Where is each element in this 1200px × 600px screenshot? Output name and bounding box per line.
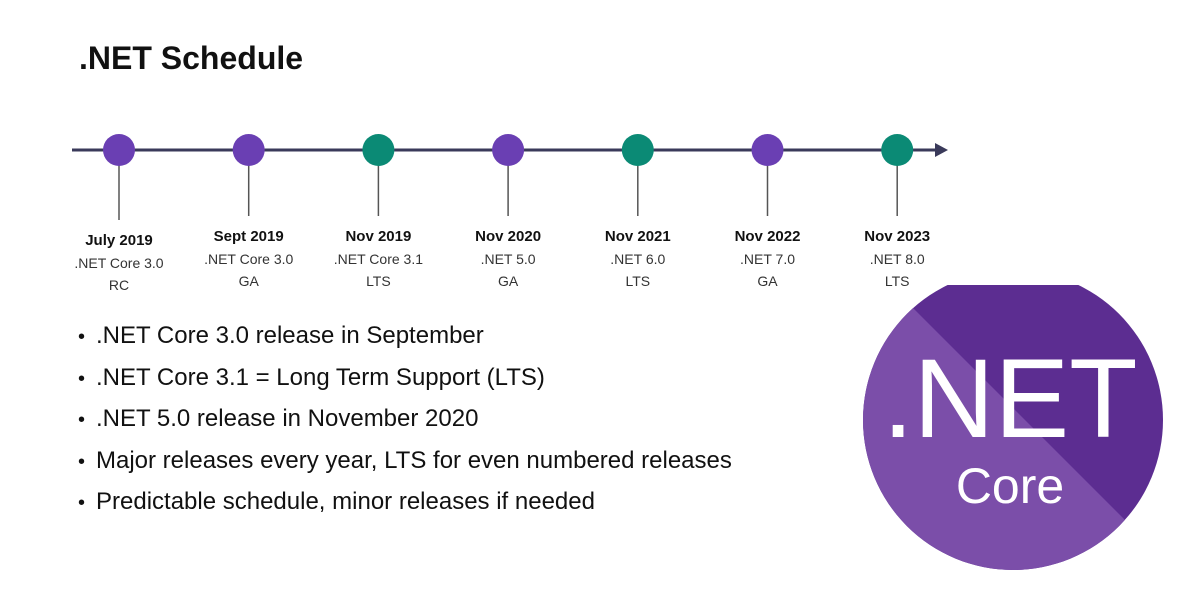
bullet-text: Predictable schedule, minor releases if … (96, 488, 595, 515)
milestone-product: .NET 7.0 (740, 251, 795, 267)
milestone-date: Nov 2022 (734, 228, 801, 245)
milestone-marker-lts (621, 134, 654, 166)
milestone-marker-release (232, 134, 265, 166)
bullet-item: • Major releases every year, LTS for even… (78, 441, 732, 483)
bullet-item: • .NET Core 3.0 release in September (78, 316, 732, 358)
logo-text-net: .NET (882, 336, 1137, 461)
bullet-text: .NET Core 3.1 = Long Term Support (LTS) (96, 363, 545, 391)
milestone-date: Nov 2023 (864, 228, 931, 245)
bullet-text: .NET Core 3.0 release in September (96, 322, 484, 349)
bullet-list: • .NET Core 3.0 release in September • .NET… (78, 316, 732, 524)
milestone-marker-release (751, 134, 784, 166)
milestone-date: Nov 2021 (604, 228, 671, 245)
milestone-marker-lts (362, 134, 395, 166)
bullet-item: • .NET Core 3.1 = Long Term Support (LTS) (78, 358, 732, 400)
milestone-marker-lts (881, 134, 914, 166)
milestone-status: GA (238, 273, 259, 289)
milestone-label: Nov 2019 .NET Core 3.1 LTS (303, 226, 453, 292)
milestone-label: Nov 2023 .NET 8.0 LTS (822, 226, 972, 292)
bullet-dot-icon: • (78, 367, 86, 390)
milestone-status: LTS (884, 273, 910, 289)
milestone-status: LTS (625, 273, 651, 289)
milestone-product: .NET Core 3.0 (204, 251, 294, 267)
milestone-product: .NET 5.0 (480, 251, 536, 267)
bullet-item: • Predictable schedule, minor releases if… (78, 482, 732, 524)
bullet-dot-icon: • (78, 409, 86, 431)
milestone-status: RC (108, 277, 130, 293)
milestone-date: Nov 2019 (345, 228, 412, 245)
milestone-label: Nov 2020 .NET 5.0 GA (433, 226, 583, 292)
bullet-dot-icon: • (78, 326, 86, 348)
milestone-marker-release (103, 134, 135, 166)
timeline-arrow-icon (935, 143, 948, 157)
slide-title: .NET Schedule (79, 40, 304, 76)
bullet-item: • .NET 5.0 release in November 2020 (78, 399, 732, 441)
milestone-label: Sept 2019 .NET Core 3.0 GA (174, 226, 324, 292)
bullet-text: .NET 5.0 release in November 2020 (96, 405, 479, 432)
milestone-product: .NET Core 3.1 (333, 251, 423, 267)
milestone-product: .NET 6.0 (610, 251, 666, 267)
bullet-dot-icon: • (78, 450, 86, 473)
milestone-date: Nov 2020 (475, 228, 542, 245)
logo-text-core: Core (956, 458, 1064, 514)
milestone-label: Nov 2022 .NET 7.0 GA (693, 226, 843, 292)
dotnet-core-logo-icon: .NET Core (863, 285, 1163, 570)
milestone-status: LTS (366, 273, 391, 289)
milestone-status: GA (497, 273, 519, 289)
milestone-marker-release (492, 134, 525, 166)
milestone-product: .NET Core 3.0 (74, 255, 164, 271)
milestone-date: Sept 2019 (213, 228, 284, 245)
milestone-product: .NET 8.0 (869, 251, 925, 267)
bullet-text: Major releases every year, LTS for even … (96, 446, 732, 474)
bullet-dot-icon: • (78, 492, 86, 514)
milestone-label: Nov 2021 .NET 6.0 LTS (563, 226, 713, 292)
release-timeline (72, 134, 948, 220)
milestone-date: July 2019 (85, 232, 153, 249)
milestone-status: GA (757, 273, 778, 289)
milestone-label: July 2019 .NET Core 3.0 RC (44, 230, 194, 296)
